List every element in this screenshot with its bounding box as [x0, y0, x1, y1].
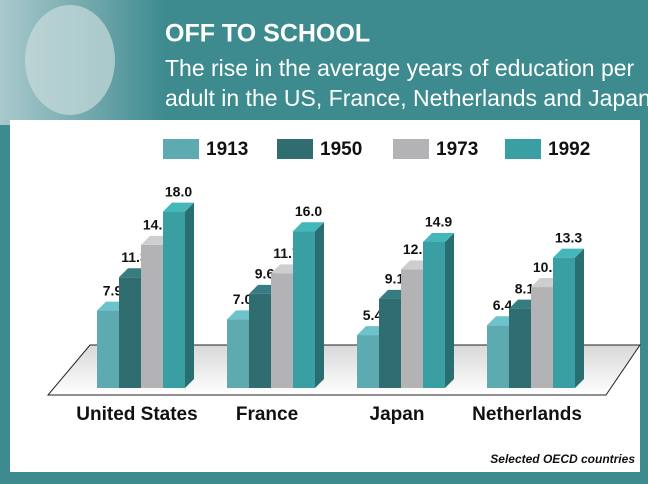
value-label: 13.3 [555, 229, 582, 245]
bar-front [531, 287, 553, 388]
bar-front [249, 293, 271, 388]
bar-front [271, 273, 293, 388]
legend-swatch [505, 139, 541, 159]
note: Selected OECD countries [490, 452, 635, 466]
legend-label: 1913 [206, 139, 248, 160]
bar-front [509, 308, 531, 388]
bar-side [315, 222, 324, 388]
bar [553, 248, 584, 388]
bar [163, 202, 194, 388]
value-label: 9.1 [385, 271, 405, 287]
bar-top [163, 202, 194, 212]
x-tick-label: United States [76, 404, 197, 425]
bar-front [119, 277, 141, 388]
bar-front [423, 241, 445, 388]
legend-swatch [393, 139, 429, 159]
bar-front [227, 319, 249, 388]
bar-front [553, 257, 575, 388]
bar-front [163, 211, 185, 388]
value-label: 9.6 [255, 266, 275, 282]
legend-label: 1950 [320, 139, 362, 160]
value-label: 18.0 [165, 183, 192, 199]
legend-swatch [163, 139, 199, 159]
bar-front [97, 310, 119, 388]
bar-top [553, 248, 584, 258]
value-label: 7.0 [233, 291, 253, 307]
subtitle: The rise in the average years of educati… [165, 55, 635, 81]
bar-front [401, 269, 423, 388]
bar-front [487, 325, 509, 388]
chart-title: OFF TO SCHOOL [165, 20, 370, 48]
bar [423, 232, 454, 388]
bar-side [185, 202, 194, 388]
value-label: 7.9 [103, 282, 123, 298]
bar-side [445, 232, 454, 388]
legend-label: 1992 [548, 139, 590, 160]
photo-face [25, 5, 115, 115]
x-tick-label: Japan [370, 404, 425, 425]
value-label: 6.4 [493, 297, 513, 313]
bar-front [141, 244, 163, 388]
bar-front [379, 298, 401, 388]
value-label: 5.4 [363, 307, 383, 323]
x-tick-label: Netherlands [472, 404, 582, 425]
subtitle: adult in the US, France, Netherlands and… [165, 85, 648, 111]
bar-front [357, 335, 379, 388]
legend-label: 1973 [436, 139, 478, 160]
value-label: 14.9 [425, 214, 452, 230]
bar-side [575, 248, 584, 388]
x-tick-label: France [236, 404, 298, 425]
bar-top [293, 222, 324, 232]
bar-top [423, 232, 454, 242]
bar-front [293, 231, 315, 388]
value-label: 16.0 [295, 203, 322, 219]
value-label: 8.1 [515, 280, 535, 296]
bar [293, 222, 324, 388]
legend-swatch [277, 139, 313, 159]
